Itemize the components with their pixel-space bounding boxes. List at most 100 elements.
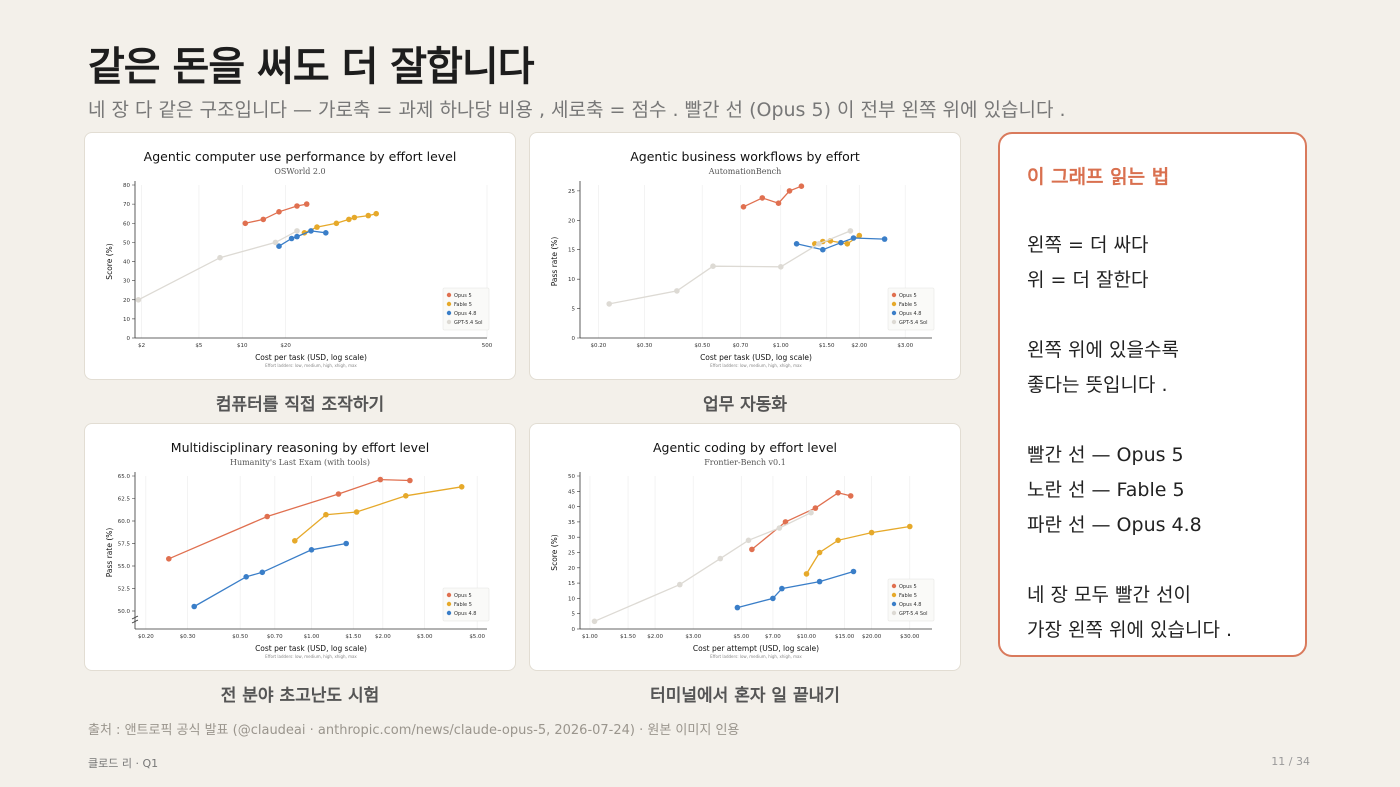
data-point — [166, 556, 172, 562]
data-point — [353, 509, 360, 515]
y-tick-label: 15 — [568, 581, 575, 587]
data-point — [346, 216, 352, 223]
y-axis-label: Score (%) — [105, 243, 114, 279]
data-point — [260, 216, 267, 223]
data-point — [217, 254, 223, 261]
chart-title: Multidisciplinary reasoning by effort le… — [171, 440, 429, 455]
chart-card-business-workflows: Agentic business workflows by effort Auto… — [529, 132, 961, 380]
data-point — [838, 239, 844, 246]
data-point — [740, 204, 747, 210]
data-point — [276, 243, 282, 249]
chart-subtitle: AutomationBench — [708, 167, 781, 176]
data-point — [191, 603, 197, 610]
legend-marker — [446, 592, 452, 598]
data-point — [276, 209, 282, 215]
x-tick-label: $3.00 — [417, 634, 433, 640]
x-tick-label: $0.30 — [636, 343, 652, 349]
page-number: 11 / 34 — [1271, 755, 1310, 768]
chart-caption-business-workflows: 업무 자동화 — [702, 395, 788, 415]
x-tick-label: $1.00 — [582, 634, 598, 640]
x-axis-label: Cost per task (USD, log scale) — [255, 353, 367, 362]
series-line — [168, 478, 410, 560]
y-tick-label: 5 — [572, 307, 576, 313]
chart-subtitle: OSWorld 2.0 — [274, 167, 325, 176]
y-tick-label: 35 — [568, 520, 575, 526]
how-to-read-title: 이 그래프 읽는 법 — [1027, 166, 1170, 188]
how-to-read-line: 좋다는 뜻입니다 . — [1027, 374, 1168, 396]
source-citation: 출처 : 앤트로픽 공식 발표 (@claudeai · anthropic.c… — [88, 723, 740, 738]
data-point — [333, 220, 340, 227]
x-tick-label: $2.00 — [647, 634, 663, 640]
legend-label: Fable 5 — [454, 602, 472, 608]
y-tick-label: 25 — [568, 189, 575, 195]
legend-marker — [446, 310, 452, 316]
chart-card-computer-use: Agentic computer use performance by effo… — [84, 132, 516, 380]
y-tick-label: 20 — [568, 218, 575, 224]
y-tick-label: 10 — [123, 317, 130, 323]
chart-business-workflows: Agentic business workflows by effort Auto… — [550, 149, 935, 368]
legend-label: Fable 5 — [899, 302, 917, 308]
data-point — [868, 529, 875, 536]
y-tick-label: 45 — [568, 489, 575, 495]
legend-box — [442, 287, 490, 331]
y-tick-label: 70 — [123, 202, 130, 208]
how-to-read-line: 왼쪽 위에 있을수록 — [1027, 339, 1179, 361]
data-point — [816, 578, 823, 585]
legend-box — [887, 578, 935, 622]
legend-label: Opus 5 — [899, 293, 917, 299]
y-tick-label: 60.0 — [118, 519, 131, 525]
legend-label: GPT-5.4 Sol — [899, 611, 927, 617]
data-point — [308, 547, 315, 553]
data-point — [776, 525, 783, 531]
data-point — [850, 235, 857, 241]
legend-marker — [891, 583, 897, 589]
data-point — [314, 224, 320, 230]
effort-note: Effort ladders: low, medium, high, xhigh… — [265, 654, 357, 659]
series-line — [138, 230, 298, 301]
y-axis-label: Pass rate (%) — [550, 237, 559, 287]
chart-subtitle: Humanity's Last Exam (with tools) — [230, 458, 370, 467]
data-point — [759, 195, 766, 201]
x-tick-label: $5.00 — [733, 634, 749, 640]
x-tick-label: $5.00 — [469, 634, 485, 640]
data-point — [243, 574, 249, 580]
how-to-read-line: 가장 왼쪽 위에 있습니다 . — [1027, 619, 1232, 641]
legend-marker — [891, 592, 897, 598]
legend-marker — [891, 310, 897, 316]
x-tick-label: $15.00 — [835, 634, 855, 640]
how-to-read-line: 네 장 모두 빨간 선이 — [1027, 584, 1191, 606]
y-tick-label: 0 — [572, 627, 576, 633]
data-point — [294, 228, 300, 234]
y-tick-label: 52.5 — [118, 587, 131, 593]
legend-label: GPT-5.4 Sol — [454, 320, 482, 326]
data-point — [674, 288, 680, 294]
x-tick-label: $0.50 — [232, 634, 248, 640]
data-point — [458, 484, 465, 490]
data-point — [308, 228, 314, 234]
chart-caption-reasoning: 전 분야 초고난도 시험 — [220, 686, 380, 706]
data-point — [798, 183, 805, 189]
legend-label: Fable 5 — [899, 593, 917, 599]
data-point — [717, 555, 724, 562]
chart-caption-coding: 터미널에서 혼자 일 끝내기 — [650, 686, 840, 706]
x-tick-label: $1.50 — [345, 634, 361, 640]
data-point — [323, 511, 329, 518]
y-tick-label: 57.5 — [118, 542, 131, 548]
data-point — [294, 203, 300, 209]
x-tick-label: $0.30 — [180, 634, 196, 640]
data-point — [803, 571, 810, 577]
chart-subtitle: Frontier-Bench v0.1 — [704, 458, 786, 467]
series-line — [805, 525, 910, 575]
y-tick-label: 20 — [123, 298, 130, 304]
y-tick-label: 40 — [123, 260, 130, 266]
data-point — [373, 210, 380, 217]
chart-title: Agentic coding by effort level — [653, 440, 837, 455]
legend-label: Fable 5 — [454, 302, 472, 308]
legend-marker — [446, 610, 452, 616]
x-axis-label: Cost per task (USD, log scale) — [700, 353, 812, 362]
chart-computer-use: Agentic computer use performance by effo… — [105, 149, 493, 368]
x-tick-label: $10 — [237, 343, 248, 349]
data-point — [710, 263, 716, 269]
data-point — [403, 493, 409, 499]
y-tick-label: 10 — [568, 277, 575, 283]
